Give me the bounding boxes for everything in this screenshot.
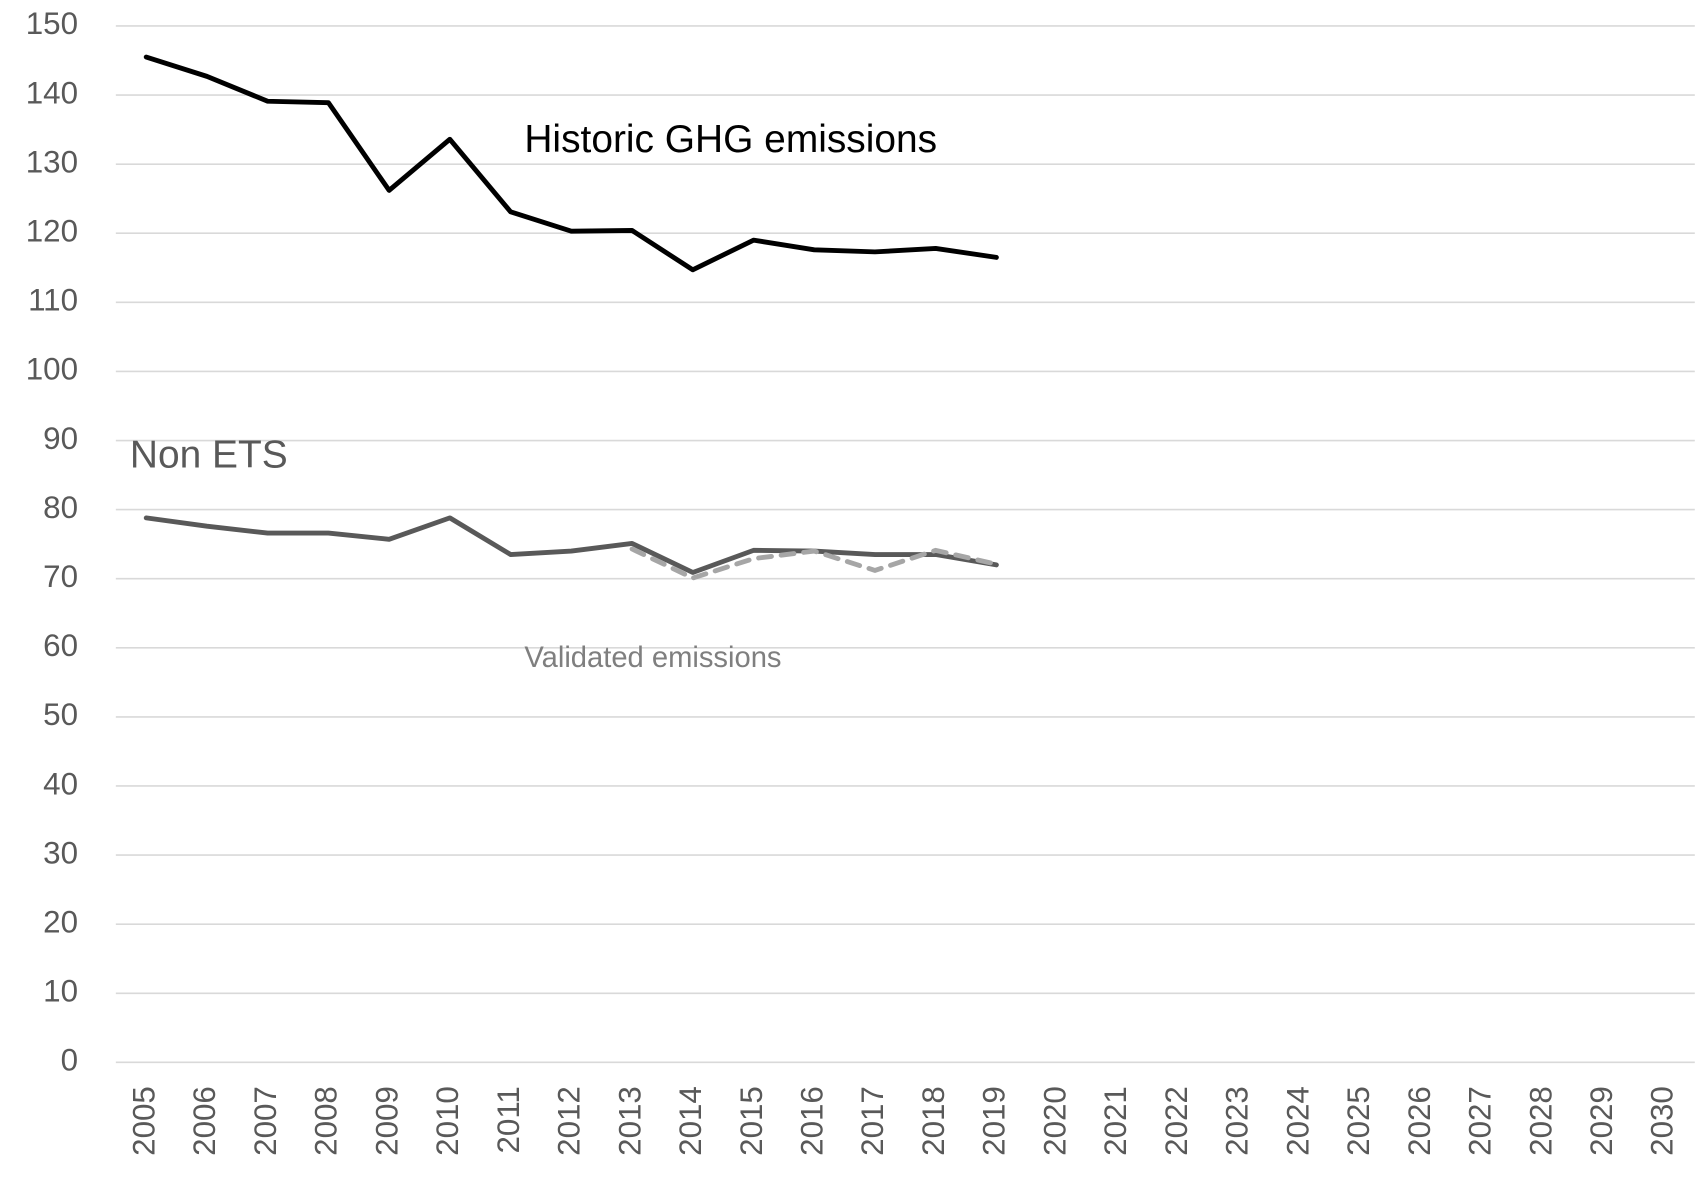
y-tick-label: 0 — [61, 1043, 78, 1078]
y-tick-label: 60 — [43, 628, 78, 663]
x-tick-label: 2012 — [552, 1086, 587, 1156]
x-tick-label: 2014 — [673, 1086, 708, 1156]
y-tick-label: 80 — [43, 490, 78, 525]
x-tick-label: 2028 — [1523, 1086, 1558, 1156]
x-tick-label: 2019 — [977, 1086, 1012, 1156]
y-tick-label: 130 — [26, 144, 78, 179]
y-tick-label: 30 — [43, 835, 78, 870]
x-tick-label: 2023 — [1220, 1086, 1255, 1156]
x-tick-label: 2022 — [1159, 1086, 1194, 1156]
x-tick-label: 2010 — [430, 1086, 465, 1156]
series-line — [629, 546, 999, 581]
y-tick-label: 10 — [43, 974, 78, 1009]
y-tick-label: 20 — [43, 904, 78, 939]
y-tick-label: 70 — [43, 559, 78, 594]
x-tick-label: 2015 — [734, 1086, 769, 1156]
x-tick-label: 2025 — [1341, 1086, 1376, 1156]
x-tick-label: 2007 — [248, 1086, 283, 1156]
y-tick-label: 90 — [43, 421, 78, 456]
y-tick-label: 100 — [26, 352, 78, 387]
y-tick-label: 140 — [26, 75, 78, 110]
y-tick-label: 120 — [26, 214, 78, 249]
x-tick-label: 2027 — [1463, 1086, 1498, 1156]
x-tick-label: 2017 — [855, 1086, 890, 1156]
x-tick-label: 2020 — [1037, 1086, 1072, 1156]
x-tick-label: 2018 — [916, 1086, 951, 1156]
y-tick-label: 50 — [43, 697, 78, 732]
x-tick-label: 2016 — [795, 1086, 830, 1156]
x-tick-label: 2006 — [187, 1086, 222, 1156]
y-tick-label: 40 — [43, 766, 78, 801]
x-tick-label: 2008 — [309, 1086, 344, 1156]
y-tick-label: 110 — [28, 283, 78, 318]
x-tick-label: 2011 — [491, 1086, 526, 1153]
x-tick-label: 2024 — [1280, 1086, 1315, 1156]
series-line — [143, 515, 999, 575]
x-tick-label: 2026 — [1402, 1086, 1437, 1156]
x-tick-label: 2013 — [612, 1086, 647, 1156]
x-tick-label: 2029 — [1584, 1086, 1619, 1156]
x-tick-label: 2005 — [126, 1086, 161, 1156]
series-label: Non ETS — [130, 433, 288, 476]
series-label: Validated emissions — [524, 642, 781, 674]
series-line — [143, 54, 999, 273]
x-tick-label: 2009 — [369, 1086, 404, 1156]
y-tick-label: 150 — [26, 6, 78, 41]
x-tick-label: 2030 — [1645, 1086, 1680, 1156]
x-tick-label: 2021 — [1098, 1086, 1133, 1156]
series-label: Historic GHG emissions — [524, 118, 937, 161]
